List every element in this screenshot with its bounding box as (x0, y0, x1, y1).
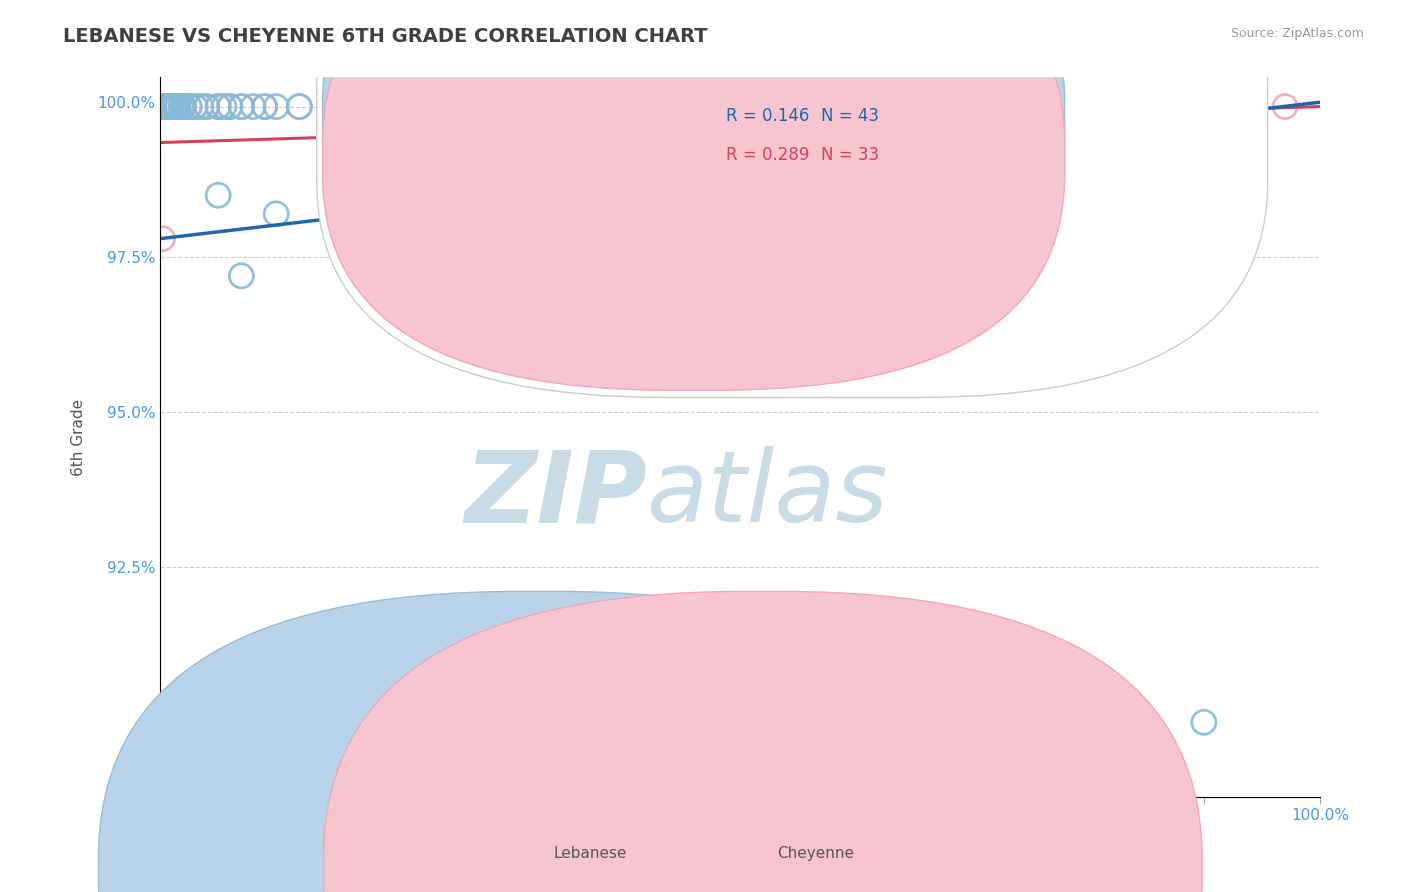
Point (903, 312, 925, 326)
Text: LEBANESE VS CHEYENNE 6TH GRADE CORRELATION CHART: LEBANESE VS CHEYENNE 6TH GRADE CORRELATI… (63, 27, 707, 45)
Text: Cheyenne: Cheyenne (778, 846, 853, 861)
Point (207, 99, 229, 113)
Point (253, 99, 276, 113)
Text: Lebanese: Lebanese (554, 846, 627, 861)
Point (159, 99, 181, 113)
Point (264, 99, 287, 113)
Point (152, 99, 174, 113)
Point (165, 99, 187, 113)
Point (242, 99, 264, 113)
Point (152, 99, 174, 113)
Point (157, 99, 180, 113)
Point (207, 188, 229, 202)
Point (439, 99, 461, 113)
Point (404, 232, 426, 246)
Point (190, 99, 212, 113)
Point (155, 99, 177, 113)
FancyBboxPatch shape (322, 0, 1064, 391)
Point (150, 99, 173, 113)
Point (404, 99, 426, 113)
Point (787, 293, 810, 308)
Point (231, 268, 253, 283)
Point (195, 99, 218, 113)
Point (288, 99, 311, 113)
Point (160, 99, 183, 113)
Point (184, 99, 207, 113)
Point (728, 232, 751, 246)
Point (578, 250, 600, 264)
Point (264, 207, 287, 221)
Point (589, 213, 612, 227)
Point (195, 99, 218, 113)
Text: atlas: atlas (647, 446, 889, 543)
Text: N = 43: N = 43 (821, 106, 879, 125)
Point (166, 99, 188, 113)
Point (984, 281, 1007, 295)
Point (1077, 99, 1099, 113)
Point (218, 99, 240, 113)
Point (153, 99, 176, 113)
Point (172, 99, 194, 113)
FancyBboxPatch shape (322, 0, 1064, 351)
Point (496, 244, 519, 258)
Point (166, 99, 188, 113)
Point (184, 99, 207, 113)
Point (160, 99, 183, 113)
Point (162, 99, 184, 113)
Text: N = 33: N = 33 (821, 146, 879, 164)
Point (231, 99, 253, 113)
Point (159, 99, 181, 113)
Point (1227, 99, 1250, 113)
Point (152, 99, 174, 113)
Point (159, 99, 181, 113)
Text: R = 0.146: R = 0.146 (725, 106, 810, 125)
Point (323, 219, 346, 234)
Point (152, 232, 174, 246)
Point (212, 99, 235, 113)
FancyBboxPatch shape (316, 0, 1268, 398)
Point (335, 99, 357, 113)
Point (156, 99, 179, 113)
Point (159, 99, 181, 113)
Point (156, 99, 179, 113)
Point (155, 99, 177, 113)
Point (357, 99, 380, 113)
Point (163, 99, 186, 113)
Point (1274, 99, 1296, 113)
Text: Source: ZipAtlas.com: Source: ZipAtlas.com (1230, 27, 1364, 40)
Point (170, 99, 193, 113)
Point (179, 99, 201, 113)
Point (1192, 715, 1215, 730)
Point (153, 99, 176, 113)
Point (636, 281, 658, 295)
Point (157, 99, 180, 113)
Text: R = 0.289: R = 0.289 (725, 146, 810, 164)
Point (207, 99, 229, 113)
Point (404, 99, 426, 113)
Point (170, 99, 193, 113)
Point (152, 99, 174, 113)
Point (496, 188, 519, 202)
Point (868, 256, 890, 270)
Point (231, 99, 253, 113)
Point (253, 99, 276, 113)
Point (1170, 99, 1192, 113)
Point (163, 99, 186, 113)
Y-axis label: 6th Grade: 6th Grade (72, 399, 86, 475)
Point (172, 99, 194, 113)
Text: ZIP: ZIP (464, 446, 647, 543)
Point (323, 99, 346, 113)
Point (179, 99, 201, 113)
Point (218, 99, 240, 113)
Point (288, 99, 311, 113)
